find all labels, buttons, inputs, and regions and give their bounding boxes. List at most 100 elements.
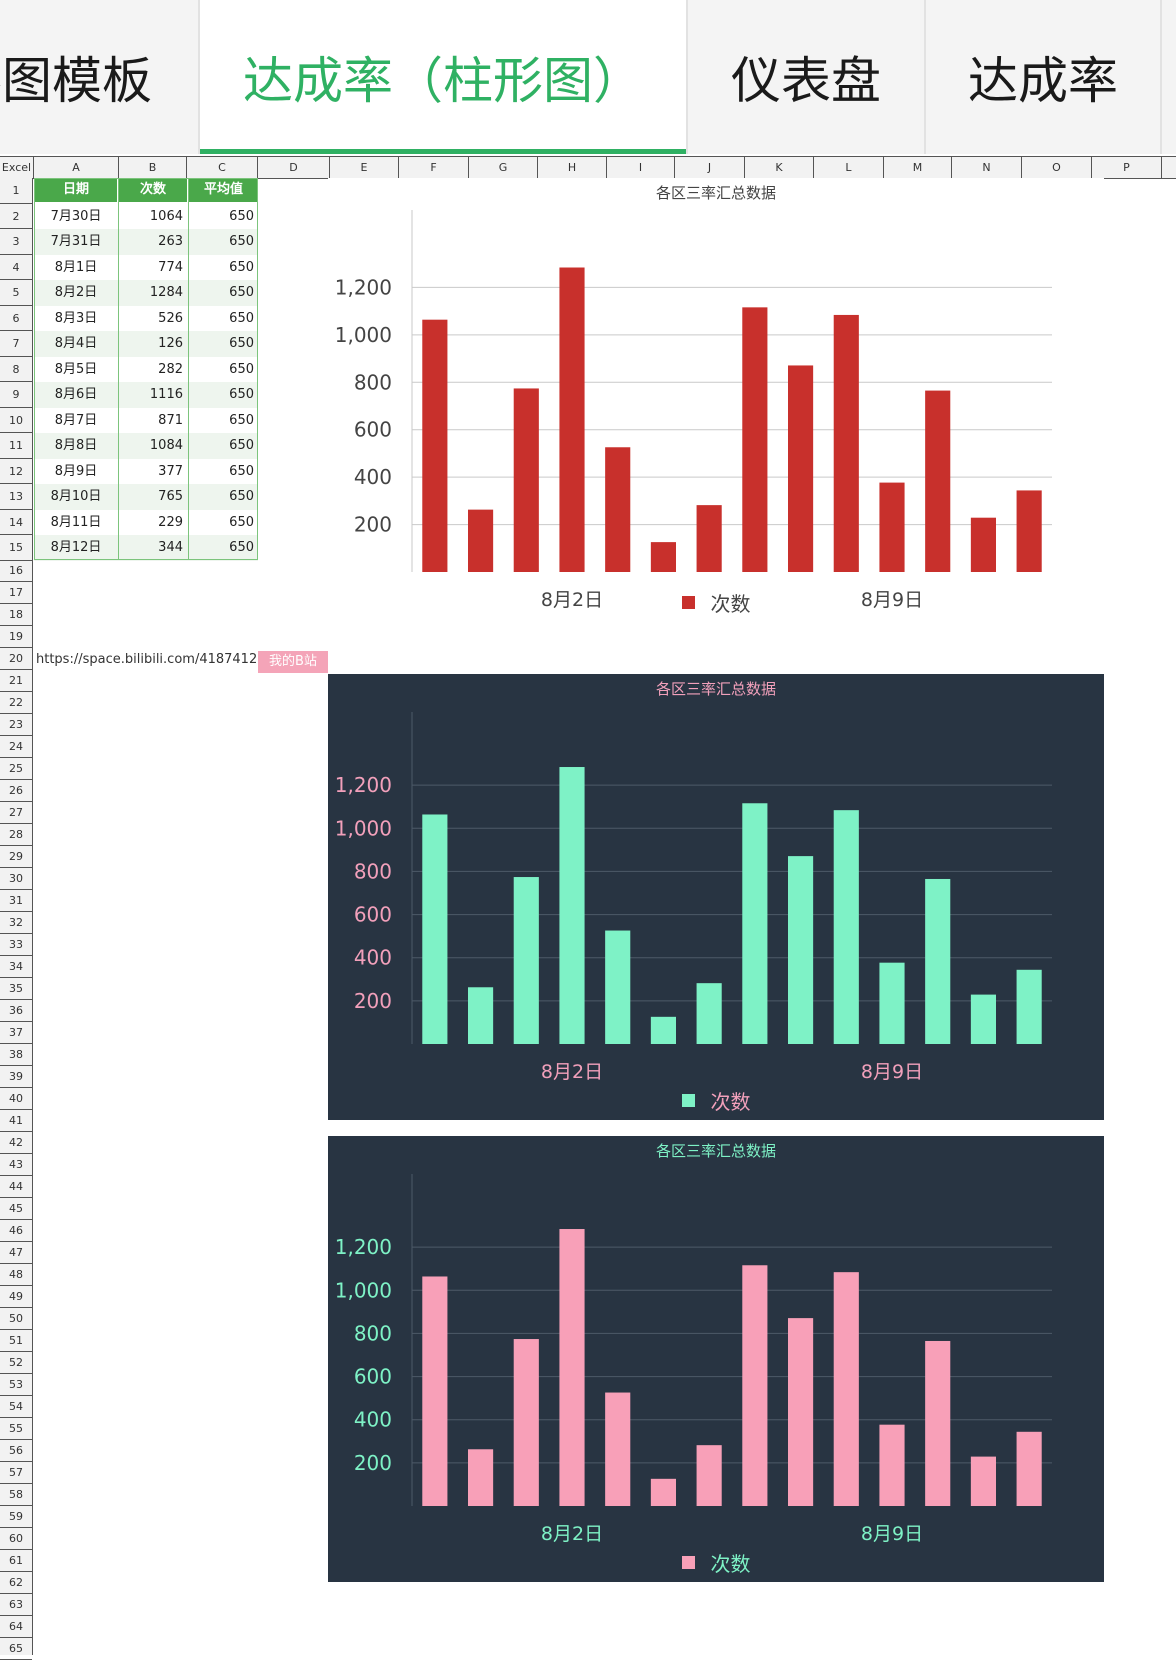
bar-8月8日[interactable]	[833, 810, 859, 1044]
cell-date[interactable]: 8月8日	[54, 438, 98, 453]
row-header-21[interactable]: 21	[0, 670, 32, 692]
row-header-59[interactable]: 59	[0, 1506, 32, 1528]
row-header-6[interactable]: 6	[0, 306, 32, 331]
bar-8月2日[interactable]	[559, 767, 585, 1044]
cell-count[interactable]: 344	[158, 540, 183, 555]
row-header-39[interactable]: 39	[0, 1066, 32, 1088]
row-header-27[interactable]: 27	[0, 802, 32, 824]
row-header-2[interactable]: 2	[0, 204, 32, 229]
column-header-b[interactable]: B	[119, 157, 187, 178]
tab-dashboard[interactable]: 仪表盘	[686, 0, 926, 154]
cell-count[interactable]: 1284	[149, 285, 183, 300]
cell-average[interactable]: 650	[229, 412, 254, 428]
row-header-43[interactable]: 43	[0, 1154, 32, 1176]
row-header-46[interactable]: 46	[0, 1220, 32, 1242]
cell-date[interactable]: 8月7日	[54, 412, 98, 428]
bar-8月3日[interactable]	[605, 447, 631, 572]
column-header-e[interactable]: E	[330, 157, 399, 178]
row-header-15[interactable]: 15	[0, 535, 32, 561]
cell-count[interactable]: 229	[158, 514, 183, 530]
bar-8月12日[interactable]	[1016, 969, 1042, 1044]
row-header-12[interactable]: 12	[0, 459, 32, 484]
row-header-55[interactable]: 55	[0, 1418, 32, 1440]
row-header-32[interactable]: 32	[0, 912, 32, 934]
row-header-64[interactable]: 64	[0, 1616, 32, 1638]
row-header-13[interactable]: 13	[0, 484, 32, 510]
column-header-j[interactable]: J	[675, 157, 745, 178]
row-header-19[interactable]: 19	[0, 626, 32, 648]
tab-achievement-bar-chart[interactable]: 达成率（柱形图）	[200, 0, 686, 154]
row-header-42[interactable]: 42	[0, 1132, 32, 1154]
row-header-24[interactable]: 24	[0, 736, 32, 758]
row-header-51[interactable]: 51	[0, 1330, 32, 1352]
cell-count[interactable]: 126	[158, 336, 183, 351]
row-header-29[interactable]: 29	[0, 846, 32, 868]
cell-average[interactable]: 650	[229, 463, 254, 479]
row-header-37[interactable]: 37	[0, 1022, 32, 1044]
bar-8月10日[interactable]	[925, 878, 951, 1044]
tab-achievement-rate[interactable]: 达成率	[926, 0, 1162, 154]
cell-count[interactable]: 871	[158, 412, 183, 428]
row-header-3[interactable]: 3	[0, 229, 32, 255]
row-header-28[interactable]: 28	[0, 824, 32, 846]
cell-average[interactable]: 650	[229, 310, 254, 326]
cell-date[interactable]: 8月4日	[54, 336, 98, 351]
row-header-54[interactable]: 54	[0, 1396, 32, 1418]
cell-count[interactable]: 1064	[149, 208, 183, 224]
column-header-i[interactable]: I	[607, 157, 675, 178]
bar-8月7日[interactable]	[788, 1318, 814, 1506]
bar-8月5日[interactable]	[696, 505, 722, 572]
row-header-60[interactable]: 60	[0, 1528, 32, 1550]
chart-legend[interactable]: 次数	[328, 1086, 1104, 1115]
row-header-5[interactable]: 5	[0, 280, 32, 306]
bar-8月12日[interactable]	[1016, 490, 1042, 572]
row-header-14[interactable]: 14	[0, 510, 32, 535]
row-header-30[interactable]: 30	[0, 868, 32, 890]
row-header-40[interactable]: 40	[0, 1088, 32, 1110]
cell-count[interactable]: 282	[158, 361, 183, 377]
column-header-o[interactable]: O	[1022, 157, 1092, 178]
bar-chart-pink-dark[interactable]: 200 400 600 800 1,000 1,200 8月2日 8月9日 各区三率汇总数据 …	[328, 1136, 1104, 1582]
bar-8月1日[interactable]	[513, 1339, 539, 1506]
bar-8月4日[interactable]	[650, 1478, 676, 1506]
row-header-16[interactable]: 16	[0, 560, 32, 582]
row-header-36[interactable]: 36	[0, 1000, 32, 1022]
row-header-1[interactable]: 1	[0, 178, 32, 204]
row-header-22[interactable]: 22	[0, 692, 32, 714]
cell-date[interactable]: 8月3日	[54, 310, 98, 326]
bar-8月9日[interactable]	[879, 962, 905, 1044]
bar-8月4日[interactable]	[650, 1016, 676, 1044]
row-header-58[interactable]: 58	[0, 1484, 32, 1506]
bar-8月11日[interactable]	[970, 517, 996, 572]
row-header-10[interactable]: 10	[0, 408, 32, 433]
bar-7月31日[interactable]	[468, 509, 494, 572]
bar-8月6日[interactable]	[742, 307, 768, 572]
column-header-a[interactable]: A	[34, 157, 119, 178]
column-header-c[interactable]: C	[187, 157, 258, 178]
link-url-cell[interactable]: https://space.bilibili.com/418741297	[36, 652, 274, 667]
row-header-63[interactable]: 63	[0, 1594, 32, 1616]
column-header-k[interactable]: K	[745, 157, 814, 178]
row-header-50[interactable]: 50	[0, 1308, 32, 1330]
row-header-62[interactable]: 62	[0, 1572, 32, 1594]
cell-date[interactable]: 7月30日	[50, 208, 102, 224]
cell-date[interactable]: 8月10日	[50, 489, 102, 504]
row-header-23[interactable]: 23	[0, 714, 32, 736]
bar-7月30日[interactable]	[422, 1276, 448, 1506]
row-header-17[interactable]: 17	[0, 582, 32, 604]
cell-average[interactable]: 650	[229, 387, 254, 402]
column-header-l[interactable]: L	[814, 157, 884, 178]
header-date[interactable]: 日期	[35, 178, 117, 202]
row-header-65[interactable]: 65	[0, 1638, 32, 1660]
cell-average[interactable]: 650	[229, 361, 254, 377]
row-header-11[interactable]: 11	[0, 433, 32, 459]
row-header-47[interactable]: 47	[0, 1242, 32, 1264]
bar-8月2日[interactable]	[559, 1229, 585, 1506]
cell-count[interactable]: 765	[158, 489, 183, 504]
row-header-52[interactable]: 52	[0, 1352, 32, 1374]
row-header-25[interactable]: 25	[0, 758, 32, 780]
column-header-n[interactable]: N	[952, 157, 1022, 178]
row-header-56[interactable]: 56	[0, 1440, 32, 1462]
cell-count[interactable]: 526	[158, 310, 183, 326]
cell-average[interactable]: 650	[229, 514, 254, 530]
